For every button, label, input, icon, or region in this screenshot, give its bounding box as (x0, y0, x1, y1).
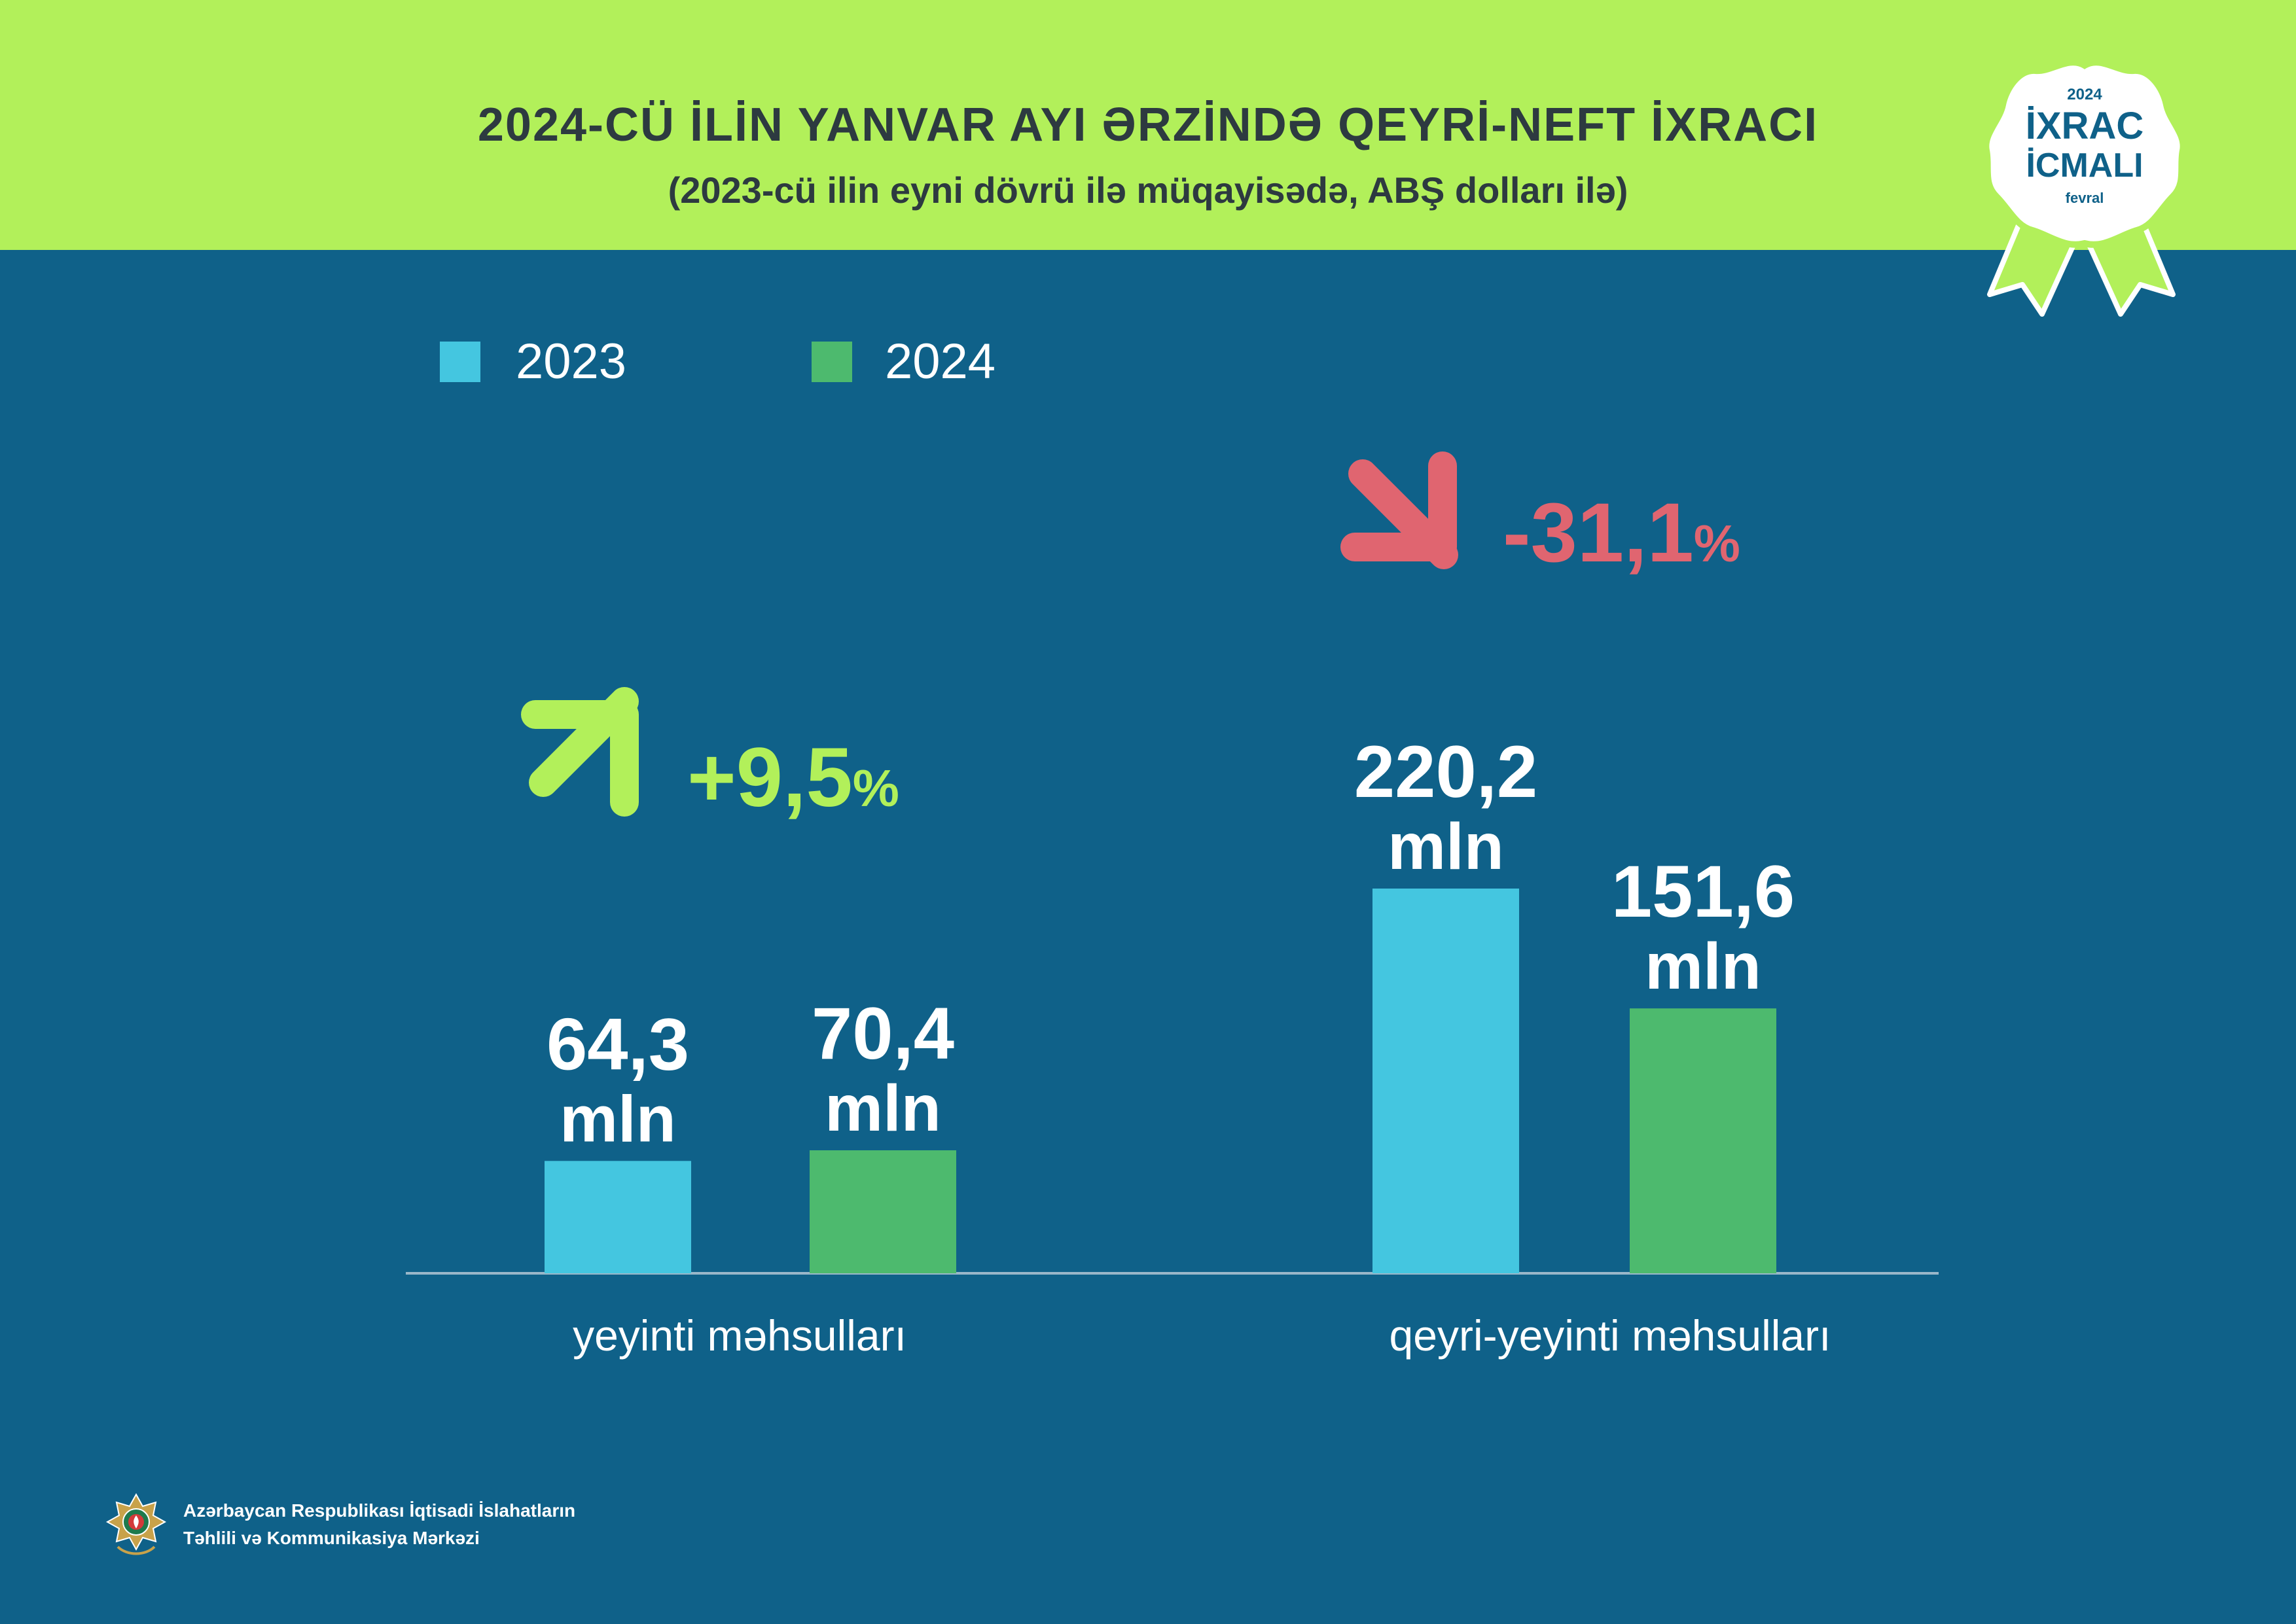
data-label-unit: mln (1388, 810, 1504, 883)
data-label-value: 64,3 (547, 1003, 689, 1085)
change-value-decrease: -31,1% (1503, 486, 1740, 580)
badge-month: fevral (2066, 190, 2104, 206)
data-label-unit: mln (1645, 930, 1761, 1003)
data-label-unit: mln (825, 1072, 941, 1145)
legend: 2023 2024 (440, 334, 996, 389)
header-band: 2024-CÜ İLİN YANVAR AYI ƏRZİNDƏ QEYRİ-NE… (0, 0, 2296, 250)
bar-2023-food (545, 1161, 691, 1273)
data-label-value: 220,2 (1354, 731, 1537, 813)
category-label: yeyinti məhsulları (573, 1311, 906, 1360)
badge-rosette-icon (1982, 59, 2187, 248)
legend-label-2023: 2023 (516, 334, 626, 389)
footer-line-1: Azərbaycan Respublikası İqtisadi İslahat… (183, 1500, 576, 1521)
legend-swatch-2024 (812, 342, 852, 382)
badge-year: 2024 (2067, 86, 2102, 103)
bar-2024-food (810, 1150, 956, 1273)
page-title: 2024-CÜ İLİN YANVAR AYI ƏRZİNDƏ QEYRİ-NE… (477, 99, 1819, 151)
footer: Azərbaycan Respublikası İqtisadi İslahat… (105, 1487, 641, 1572)
change-indicator-increase: +9,5% (521, 687, 899, 824)
arrow-up-right-icon (521, 687, 639, 817)
bars (545, 889, 1776, 1273)
data-label-value: 151,6 (1611, 851, 1795, 932)
azerbaijan-emblem-icon (105, 1492, 167, 1555)
arrow-down-right-icon (1340, 451, 1458, 569)
category-label: qeyri-yeyinti məhsulları (1390, 1311, 1831, 1360)
export-summary-badge: 2024 İXRAC İCMALI fevral (1982, 59, 2187, 317)
badge-line1: İXRAC (2026, 105, 2144, 147)
legend-swatch-2023 (440, 342, 480, 382)
data-label-value: 70,4 (812, 993, 954, 1074)
page-subtitle: (2023-cü ilin eyni dövrü ilə müqayisədə,… (668, 169, 1628, 211)
bar-2024-non-food (1630, 1008, 1776, 1273)
change-value-increase: +9,5% (687, 731, 899, 824)
badge-line2: İCMALI (2026, 147, 2143, 185)
footer-line-2: Təhlili və Kommunikasiya Mərkəzi (183, 1528, 480, 1548)
bar-2023-non-food (1372, 889, 1519, 1273)
data-label-unit: mln (560, 1082, 676, 1156)
change-indicator-decrease: -31,1% (1340, 451, 1740, 580)
legend-label-2024: 2024 (885, 334, 996, 389)
